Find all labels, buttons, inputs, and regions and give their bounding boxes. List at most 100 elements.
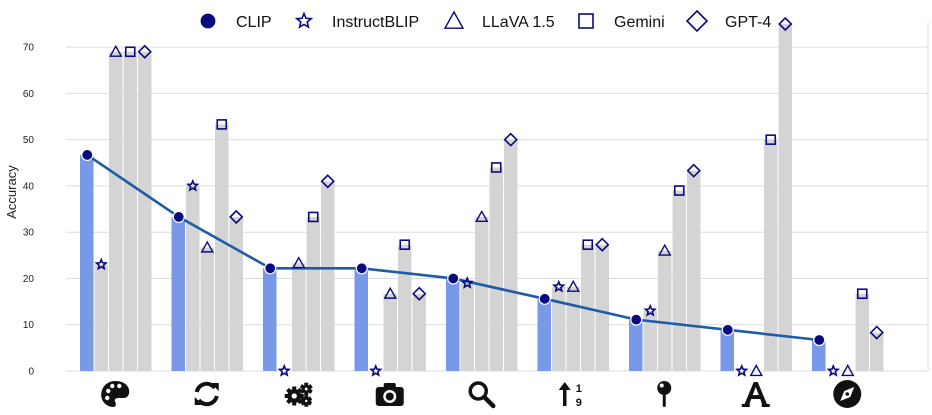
marker-gpt-4 (503, 132, 518, 147)
search-icon (468, 381, 496, 409)
marker-clip (81, 148, 94, 162)
bar-clip (537, 298, 551, 371)
camera-icon (375, 383, 404, 406)
legend-marker (199, 12, 217, 30)
bar-llava-1-5 (383, 293, 397, 371)
legend-label: InstructBLIP (332, 14, 419, 31)
bar-instructblip (643, 310, 657, 371)
marker-llava-1-5 (200, 240, 214, 253)
marker-gemini (307, 211, 319, 223)
legend-item-gpt-4: GPT-4 (685, 9, 771, 33)
bar-gpt-4 (412, 293, 426, 371)
bar-gpt-4 (321, 181, 335, 371)
marker-gpt-4 (137, 44, 152, 59)
y-tick-label: 10 (23, 320, 35, 331)
bar-instructblip (94, 264, 108, 371)
bar-llava-1-5 (200, 247, 214, 371)
marker-gpt-4 (778, 16, 793, 32)
legend-marker (443, 10, 465, 29)
bar-gemini (855, 293, 869, 371)
bar-llava-1-5 (109, 51, 123, 371)
y-tick-label: 50 (23, 135, 35, 146)
marker-gemini (124, 46, 136, 58)
bar-llava-1-5 (292, 263, 306, 371)
bar-gemini (489, 167, 503, 371)
svg-text:9: 9 (576, 397, 582, 409)
legend-marker (294, 11, 314, 29)
marker-gemini (582, 239, 594, 250)
marker-instructblip (369, 363, 383, 377)
legend-item-instructblip: InstructBLIP (294, 11, 419, 31)
y-tick-label: 40 (23, 181, 35, 192)
y-tick-label: 30 (23, 228, 35, 239)
legend-marker (578, 13, 594, 29)
marker-instructblip (277, 363, 291, 377)
marker-clip (813, 333, 826, 347)
bar-gpt-4 (504, 139, 518, 371)
y-tick-label: 70 (23, 43, 35, 54)
bars (80, 24, 884, 371)
bar-clip (263, 268, 277, 371)
bar-gemini (672, 190, 686, 371)
bar-instructblip (552, 286, 566, 371)
marker-gpt-4 (229, 209, 244, 225)
bar-clip (171, 216, 185, 371)
bar-gemini (398, 244, 412, 371)
marker-llava-1-5 (383, 286, 397, 299)
marker-gemini (765, 134, 777, 145)
legend-label: Gemini (614, 14, 665, 31)
marker-clip (630, 313, 643, 326)
marker-gpt-4 (595, 237, 610, 252)
marker-clip (264, 262, 277, 275)
y-tick-label: 60 (23, 89, 35, 100)
marker-instructblip (552, 279, 566, 293)
legend-label: GPT-4 (725, 14, 771, 31)
legend-item-clip: CLIP (199, 12, 272, 31)
legend: CLIP InstructBLIP LLaVA 1.5 Gemini GPT-4 (199, 9, 771, 33)
bar-gpt-4 (595, 244, 609, 371)
y-tick-label: 20 (23, 274, 35, 285)
marker-gpt-4 (869, 325, 884, 340)
bar-clip (354, 268, 368, 371)
bar-gpt-4 (778, 24, 792, 371)
compass-icon (833, 380, 862, 408)
sync-icon (194, 381, 219, 407)
marker-instructblip (94, 257, 108, 271)
bar-gemini (306, 216, 320, 371)
legend-label: LLaVA 1.5 (482, 14, 555, 31)
marker-clip (447, 272, 460, 285)
palette-icon (101, 381, 130, 407)
y-axis-label: Accuracy (4, 165, 19, 219)
marker-clip (721, 323, 734, 336)
marker-clip (538, 292, 551, 305)
marker-instructblip (460, 276, 474, 289)
marker-gemini (673, 185, 685, 196)
bar-gemini (215, 124, 229, 371)
bar-clip (80, 154, 94, 371)
legend-label: CLIP (236, 14, 272, 31)
marker-llava-1-5 (749, 364, 763, 377)
marker-clip (172, 210, 185, 224)
bar-clip (720, 329, 734, 371)
bar-gemini (764, 139, 778, 371)
marker-llava-1-5 (109, 44, 123, 57)
bar-gemini (123, 51, 137, 371)
marker-llava-1-5 (841, 364, 855, 377)
sort-numeric-up-icon: 19 (558, 382, 582, 409)
bar-instructblip (460, 283, 474, 371)
markers (81, 16, 884, 377)
y-tick-label: 0 (28, 367, 34, 378)
marker-llava-1-5 (475, 209, 489, 223)
marker-gemini (399, 239, 411, 250)
y-tick-labels: 0 10 20 30 40 50 60 70 (23, 43, 35, 378)
bar-gpt-4 (229, 216, 243, 371)
bar-instructblip (186, 185, 200, 371)
legend-item-llava-1-5: LLaVA 1.5 (443, 10, 555, 31)
bar-gpt-4 (687, 170, 701, 371)
font-icon (741, 382, 770, 407)
marker-llava-1-5 (292, 256, 306, 269)
bar-clip (629, 319, 643, 371)
legend-item-gemini: Gemini (578, 13, 665, 31)
bar-clip (812, 340, 826, 371)
